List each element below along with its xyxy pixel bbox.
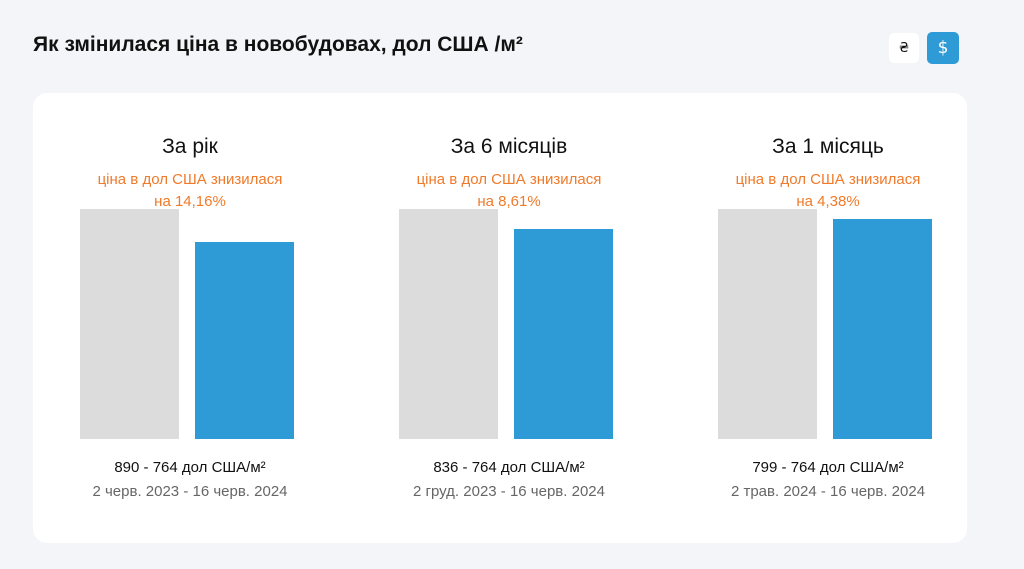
panel-title: За 6 місяців (450, 135, 568, 158)
change-text: ціна в дол США знизилася (735, 171, 921, 188)
change-annotation: ціна в дол США знизилася на 14,16% (40, 169, 340, 213)
values-label: 836 - 764 дол США/м² (433, 459, 585, 476)
dates-label: 2 трав. 2024 - 16 черв. 2024 (730, 483, 926, 500)
bar-group (718, 193, 934, 439)
values-label: 799 - 764 дол США/м² (752, 459, 904, 476)
hryvnia-icon: ₴ (898, 40, 910, 56)
bar-end-value (833, 219, 932, 439)
page-title: Як змінилася ціна в новобудовах, дол США… (33, 33, 523, 56)
change-text: ціна в дол США знизилася (97, 171, 283, 188)
bar-start-value (399, 209, 498, 439)
panel-title: За 1 місяць (772, 135, 884, 158)
chart-panel-1-month: За 1 місяць ціна в дол США знизилася на … (678, 93, 978, 543)
change-text: ціна в дол США знизилася (416, 171, 602, 188)
currency-uah-button[interactable]: ₴ (889, 33, 919, 63)
bar-start-value (80, 209, 179, 439)
currency-usd-button[interactable]: $ (927, 32, 959, 64)
change-percent: на 14,16% (154, 193, 226, 210)
dollar-icon: $ (937, 38, 949, 58)
bar-group (399, 193, 615, 439)
change-annotation: ціна в дол США знизилася на 4,38% (678, 169, 978, 213)
change-percent: на 8,61% (477, 193, 541, 210)
bar-group (80, 193, 296, 439)
change-annotation: ціна в дол США знизилася на 8,61% (359, 169, 659, 213)
change-percent: на 4,38% (796, 193, 860, 210)
chart-panel-year: За рік ціна в дол США знизилася на 14,16… (40, 93, 340, 543)
charts-card: За рік ціна в дол США знизилася на 14,16… (33, 93, 967, 543)
bar-start-value (718, 209, 817, 439)
values-label: 890 - 764 дол США/м² (114, 459, 266, 476)
dates-label: 2 черв. 2023 - 16 черв. 2024 (92, 483, 288, 500)
dates-label: 2 груд. 2023 - 16 черв. 2024 (413, 483, 605, 500)
chart-panel-6-months: За 6 місяців ціна в дол США знизилася на… (359, 93, 659, 543)
bar-end-value (195, 241, 294, 439)
panel-title: За рік (162, 135, 218, 158)
bar-end-value (514, 228, 613, 439)
